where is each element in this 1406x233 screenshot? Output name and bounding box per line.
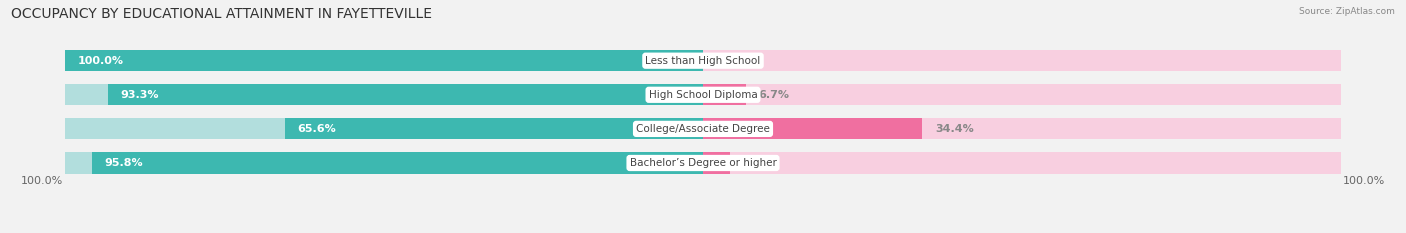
Text: Less than High School: Less than High School [645, 56, 761, 66]
Text: 34.4%: 34.4% [935, 124, 974, 134]
Bar [284, 118, 703, 140]
Text: 100.0%: 100.0% [21, 176, 63, 186]
Text: 100.0%: 100.0% [1343, 176, 1385, 186]
Bar [703, 50, 1341, 71]
Bar [108, 84, 703, 105]
Bar [703, 84, 1341, 105]
Bar [65, 84, 703, 105]
Bar [91, 152, 703, 174]
Bar [65, 152, 703, 174]
Bar [703, 152, 1341, 174]
Bar [703, 118, 1341, 140]
Text: OCCUPANCY BY EDUCATIONAL ATTAINMENT IN FAYETTEVILLE: OCCUPANCY BY EDUCATIONAL ATTAINMENT IN F… [11, 7, 432, 21]
Text: 65.6%: 65.6% [297, 124, 336, 134]
Text: 6.7%: 6.7% [758, 90, 790, 100]
Text: 95.8%: 95.8% [104, 158, 143, 168]
Bar [65, 50, 703, 71]
Bar [65, 50, 703, 71]
Text: 0.0%: 0.0% [716, 56, 747, 66]
Text: High School Diploma: High School Diploma [648, 90, 758, 100]
Bar [65, 118, 703, 140]
Text: Bachelor’s Degree or higher: Bachelor’s Degree or higher [630, 158, 776, 168]
Bar [703, 84, 745, 105]
Bar [703, 118, 922, 140]
Text: 100.0%: 100.0% [77, 56, 124, 66]
Text: College/Associate Degree: College/Associate Degree [636, 124, 770, 134]
Text: 4.2%: 4.2% [742, 158, 773, 168]
Text: Source: ZipAtlas.com: Source: ZipAtlas.com [1299, 7, 1395, 16]
Bar [703, 152, 730, 174]
Text: 93.3%: 93.3% [121, 90, 159, 100]
